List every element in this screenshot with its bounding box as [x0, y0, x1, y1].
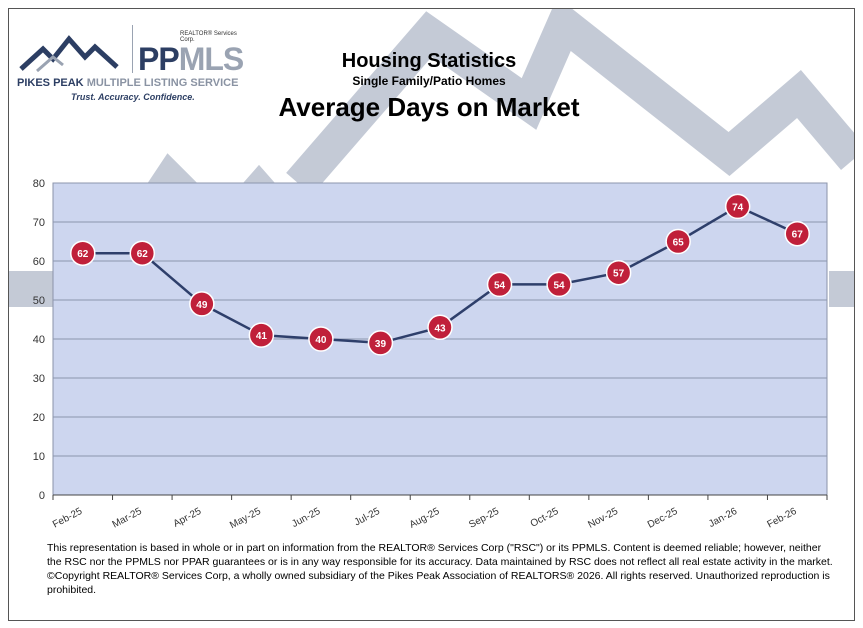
x-tick-label: Aug-25: [408, 506, 442, 531]
ppmls-logo: REALTOR® Services Corp. PPMLS PIKES PEAK…: [15, 19, 245, 109]
data-label: 67: [792, 230, 804, 241]
y-tick-label: 20: [33, 412, 45, 424]
data-point: [367, 330, 394, 356]
x-tick-label: Sep-25: [467, 506, 501, 531]
chart-subtitle: Single Family/Patio Homes: [352, 74, 506, 88]
data-label: 49: [196, 300, 208, 311]
data-label: 57: [613, 269, 625, 280]
y-tick-label: 60: [33, 256, 45, 268]
data-point: [724, 193, 751, 220]
data-label: 54: [494, 280, 506, 291]
x-tick-label: May-25: [228, 506, 263, 532]
logo-wordmark: PPMLS: [138, 41, 244, 77]
data-point: [248, 322, 275, 348]
data-point: [486, 271, 513, 298]
x-tick-label: Jun-25: [290, 506, 323, 530]
x-tick-label: Jul-25: [353, 506, 383, 529]
disclaimer-text: This representation is based in whole or…: [47, 542, 833, 596]
chart-frame: REALTOR® Services Corp. PPMLS PIKES PEAK…: [8, 8, 855, 621]
y-tick-label: 40: [33, 334, 45, 346]
data-point: [605, 259, 632, 286]
x-tick-label: Apr-25: [172, 506, 204, 530]
x-tick-label: Oct-25: [529, 506, 561, 530]
data-label: 40: [315, 335, 327, 346]
y-tick-label: 50: [33, 295, 45, 307]
y-tick-label: 80: [33, 178, 45, 190]
data-point: [546, 271, 572, 298]
data-point: [427, 314, 453, 341]
chart-titles: Housing Statistics Single Family/Patio H…: [239, 49, 619, 123]
x-tick-label: Jan-26: [707, 506, 740, 530]
data-label: 62: [77, 249, 89, 260]
y-tick-label: 70: [33, 217, 45, 229]
logo-full-name: PIKES PEAK MULTIPLE LISTING SERVICE: [17, 77, 239, 89]
chart-heading: Average Days on Market: [278, 92, 580, 122]
x-tick-label: Dec-25: [646, 506, 680, 531]
data-point: [784, 220, 810, 247]
x-tick-label: Feb-26: [765, 506, 799, 531]
logo-tagline: Trust. Accuracy. Confidence.: [71, 92, 195, 102]
data-point: [129, 240, 156, 266]
data-point: [189, 291, 215, 317]
data-label: 39: [375, 339, 387, 350]
logo-mountain-icon: [19, 35, 119, 73]
y-tick-label: 30: [33, 373, 45, 385]
x-tick-label: Feb-25: [51, 506, 85, 531]
chart-title: Housing Statistics: [341, 50, 517, 72]
x-tick-label: Nov-25: [586, 506, 620, 531]
data-label: 62: [137, 249, 149, 260]
data-label: 74: [732, 202, 744, 213]
data-label: 54: [554, 280, 566, 291]
data-point: [665, 228, 691, 255]
y-tick-label: 10: [33, 451, 45, 463]
data-label: 43: [434, 323, 446, 334]
data-label: 65: [673, 238, 685, 249]
line-chart: 0 10 20 30 40 50 60 70 80 Feb-25 Mar-25 Apr-25 May-2…: [33, 178, 828, 532]
y-tick-label: 0: [39, 490, 45, 502]
data-label: 41: [256, 331, 268, 342]
data-point: [308, 326, 334, 352]
logo-corp-text: REALTOR® Services Corp.: [180, 31, 237, 43]
data-point: [70, 240, 96, 266]
x-tick-label: Mar-25: [111, 506, 145, 531]
